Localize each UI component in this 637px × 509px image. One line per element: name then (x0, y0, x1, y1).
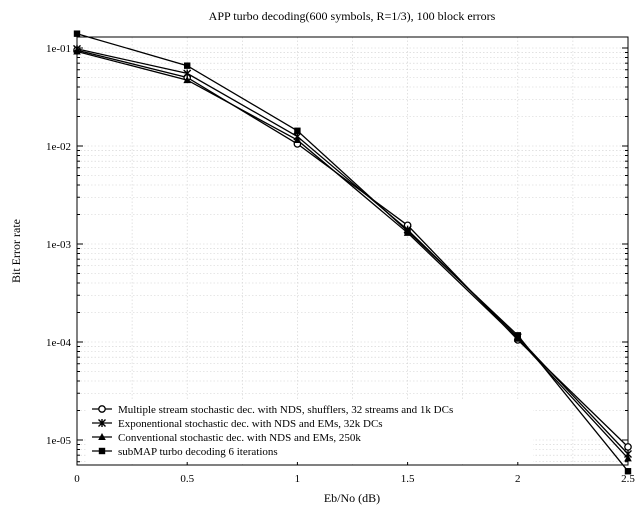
legend-label: Multiple stream stochastic dec. with NDS… (118, 404, 453, 416)
legend-entry: Exponentional stochastic dec. with NDS a… (92, 418, 383, 430)
legend-entry: subMAP turbo decoding 6 iterations (92, 446, 278, 458)
series-4 (73, 30, 632, 475)
data-point (183, 76, 191, 84)
legend-marker (98, 447, 106, 455)
y-tick-label: 1e-02 (46, 141, 71, 153)
data-point (294, 127, 301, 134)
data-point (624, 468, 632, 475)
legend-entry: Multiple stream stochastic dec. with NDS… (92, 404, 453, 416)
legend-background (87, 400, 533, 462)
grid (77, 37, 628, 465)
legend-marker (98, 405, 106, 413)
x-tick-label: 0 (74, 473, 80, 485)
data-point (183, 69, 192, 78)
x-axis-label: Eb/No (dB) (324, 491, 380, 505)
data-point (293, 136, 302, 144)
legend-label: subMAP turbo decoding 6 iterations (118, 446, 278, 458)
data-point (624, 443, 632, 451)
legend: Multiple stream stochastic dec. with NDS… (87, 400, 533, 462)
legend-marker (98, 419, 106, 427)
legend-marker (98, 433, 106, 440)
y-axis-label: Bit Error rate (9, 219, 23, 283)
legend-label: Exponentional stochastic dec. with NDS a… (118, 418, 383, 430)
x-tick-label: 2.5 (621, 473, 635, 485)
data-point (404, 228, 411, 235)
series-line (76, 48, 629, 455)
data-point (514, 332, 521, 339)
axis-ticks: 0 0.5 1 1.5 2 2.5 1e-01 1e-02 1e-03 1e-04 1e-05 (46, 43, 635, 485)
legend-label: Conventional stochastic dec. with NDS an… (118, 432, 361, 444)
data-point (73, 47, 81, 55)
data-point (624, 454, 632, 462)
chart-title: APP turbo decoding(600 symbols, R=1/3), … (209, 9, 496, 23)
plot-frame (76, 36, 629, 466)
y-tick-label: 1e-05 (46, 435, 72, 447)
y-tick-label: 1e-01 (46, 43, 71, 55)
y-tick-label: 1e-04 (46, 337, 72, 349)
x-tick-label: 1.5 (401, 473, 415, 485)
series-lines (73, 30, 632, 475)
x-tick-label: 1 (295, 473, 301, 485)
x-tick-label: 0.5 (180, 473, 194, 485)
legend-entry: Conventional stochastic dec. with NDS an… (92, 432, 361, 444)
series-line (76, 33, 629, 472)
x-tick-label: 2 (515, 473, 521, 485)
data-point (73, 30, 81, 37)
data-point (184, 62, 191, 69)
y-tick-label: 1e-03 (46, 239, 72, 251)
